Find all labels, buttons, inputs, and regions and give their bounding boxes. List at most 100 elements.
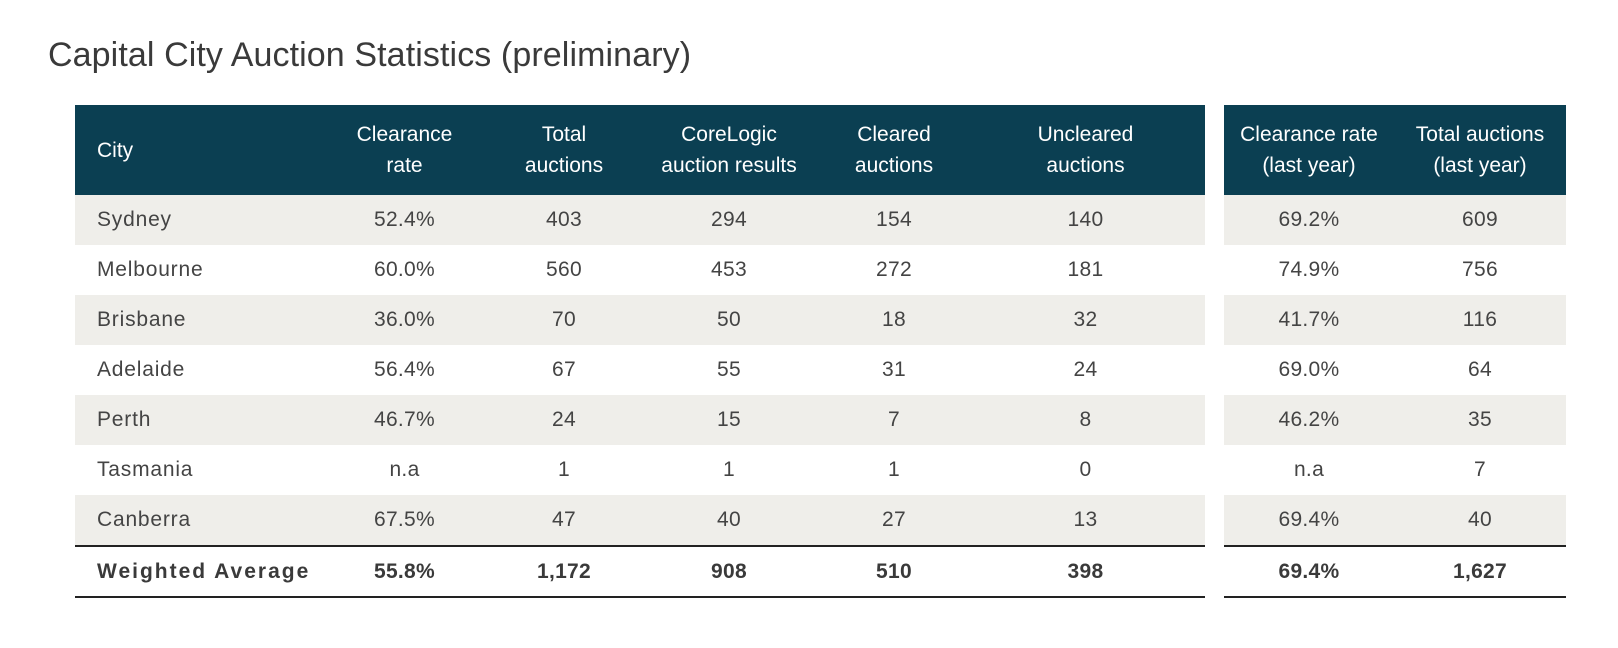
ly-clearance-rate-cell: 74.9%: [1278, 258, 1340, 281]
city-cell: Weighted Average: [75, 545, 317, 598]
ly-total-auctions-cell: 35: [1394, 395, 1566, 445]
city-cell: Melbourne: [97, 258, 204, 281]
corelogic-results-cell: 15: [636, 395, 822, 445]
table-row: Tasmania n.a 1 1 1 0: [75, 445, 1205, 495]
header-ly-clearance-rate: Clearance rate (last year): [1224, 105, 1394, 195]
ly-clearance-rate-cell: 69.4%: [1224, 495, 1394, 546]
header-line: Cleared: [857, 123, 931, 146]
clearance-rate-cell: 60.0%: [373, 258, 436, 281]
cleared-cell: 31: [882, 358, 906, 381]
table-row: Brisbane 36.0% 70 50 18 32: [75, 295, 1205, 345]
clearance-rate-cell: 56.4%: [373, 358, 436, 381]
total-auctions-cell: 70: [492, 295, 636, 345]
ly-total-auctions-cell: 40: [1394, 495, 1566, 546]
uncleared-cell: 24: [1073, 358, 1098, 381]
ly-clearance-rate-cell: 41.7%: [1224, 295, 1394, 345]
table-row: 69.2% 609: [1224, 195, 1566, 245]
header-city: City: [75, 105, 317, 195]
corelogic-results-cell: 55: [717, 358, 741, 381]
corelogic-results-cell: 294: [636, 195, 822, 245]
header-city-label: City: [97, 138, 134, 162]
header-line: (last year): [1433, 154, 1527, 177]
cleared-cell: 1: [888, 458, 900, 481]
ly-total-auctions-cell: 64: [1468, 358, 1492, 381]
header-line: Total auctions: [1415, 123, 1545, 146]
header-clearance-rate: Clearance rate: [317, 105, 492, 195]
corelogic-results-cell: 453: [711, 258, 747, 281]
auction-stats-table: City Clearance rate Total auctions CoreLog…: [75, 105, 1205, 598]
city-cell: Perth: [75, 395, 317, 445]
uncleared-cell: 13: [966, 495, 1205, 546]
total-auctions-cell: 47: [492, 495, 636, 546]
city-cell: Tasmania: [97, 458, 194, 481]
header-ly-total-auctions: Total auctions (last year): [1394, 105, 1566, 195]
clearance-rate-cell: 55.8%: [317, 545, 492, 598]
main-header-row: City Clearance rate Total auctions CoreLog…: [75, 105, 1205, 195]
uncleared-cell: 398: [966, 545, 1205, 598]
uncleared-cell: 140: [966, 195, 1205, 245]
table-row: Perth 46.7% 24 15 7 8: [75, 395, 1205, 445]
clearance-rate-cell: 67.5%: [317, 495, 492, 546]
cleared-cell: 154: [822, 195, 966, 245]
total-auctions-cell: 1: [558, 458, 570, 481]
weighted-average-row: 69.4% 1,627: [1224, 545, 1566, 598]
header-line: auction results: [661, 154, 797, 177]
total-auctions-cell: 560: [546, 258, 582, 281]
city-cell: Canberra: [75, 495, 317, 546]
header-line: Total: [541, 123, 587, 146]
ly-total-auctions-cell: 7: [1474, 458, 1486, 481]
header-cleared-auctions: Cleared auctions: [822, 105, 966, 195]
clearance-rate-cell: n.a: [389, 458, 420, 481]
header-line: auctions: [524, 154, 604, 177]
cleared-cell: 18: [822, 295, 966, 345]
table-row: Adelaide 56.4% 67 55 31 24: [75, 345, 1205, 395]
table-row: Canberra 67.5% 47 40 27 13: [75, 495, 1205, 546]
header-line: Clearance: [356, 123, 453, 146]
ly-clearance-rate-cell: n.a: [1293, 458, 1325, 481]
table-row: 69.4% 40: [1224, 495, 1566, 546]
uncleared-cell: 181: [1067, 258, 1104, 281]
ly-total-auctions-cell: 1,627: [1394, 545, 1566, 598]
clearance-rate-cell: 46.7%: [317, 395, 492, 445]
city-cell: Adelaide: [97, 358, 186, 381]
corelogic-results-cell: 40: [636, 495, 822, 546]
header-total-auctions: Total auctions: [492, 105, 636, 195]
table-row: 74.9% 756: [1224, 245, 1566, 295]
corelogic-results-cell: 50: [636, 295, 822, 345]
total-auctions-cell: 67: [552, 358, 576, 381]
header-corelogic-results: CoreLogic auction results: [636, 105, 822, 195]
city-cell: Brisbane: [75, 295, 317, 345]
total-auctions-cell: 1,172: [492, 545, 636, 598]
weighted-average-row: Weighted Average 55.8% 1,172 908 510 398: [75, 545, 1205, 598]
header-uncleared-auctions: Uncleared auctions: [966, 105, 1205, 195]
header-line: CoreLogic: [681, 123, 777, 146]
ly-total-auctions-cell: 756: [1462, 258, 1498, 281]
table-row: Sydney 52.4% 403 294 154 140: [75, 195, 1205, 245]
corelogic-results-cell: 1: [723, 458, 735, 481]
clearance-rate-cell: 52.4%: [317, 195, 492, 245]
page-title: Capital City Auction Statistics (prelimi…: [48, 36, 692, 74]
total-auctions-cell: 403: [492, 195, 636, 245]
header-line: auctions: [854, 154, 934, 177]
ly-total-auctions-cell: 116: [1394, 295, 1566, 345]
cleared-cell: 27: [822, 495, 966, 546]
ly-total-auctions-cell: 609: [1394, 195, 1566, 245]
cleared-cell: 7: [822, 395, 966, 445]
clearance-rate-cell: 36.0%: [317, 295, 492, 345]
header-line: (last year): [1262, 154, 1356, 177]
table-row: n.a 7: [1224, 445, 1566, 495]
header-line: Uncleared: [1037, 123, 1134, 146]
uncleared-cell: 8: [966, 395, 1205, 445]
ly-clearance-rate-cell: 69.0%: [1278, 358, 1340, 381]
uncleared-cell: 0: [1079, 458, 1092, 481]
total-auctions-cell: 24: [492, 395, 636, 445]
table-row: 69.0% 64: [1224, 345, 1566, 395]
ly-clearance-rate-cell: 69.4%: [1224, 545, 1394, 598]
header-line: auctions: [1046, 154, 1125, 177]
last-year-header-row: Clearance rate (last year) Total auctions…: [1224, 105, 1566, 195]
table-row: Melbourne 60.0% 560 453 272 181: [75, 245, 1205, 295]
last-year-table: Clearance rate (last year) Total auctions…: [1224, 105, 1566, 598]
table-row: 41.7% 116: [1224, 295, 1566, 345]
header-line: Clearance rate: [1240, 123, 1378, 146]
cleared-cell: 272: [876, 258, 912, 281]
